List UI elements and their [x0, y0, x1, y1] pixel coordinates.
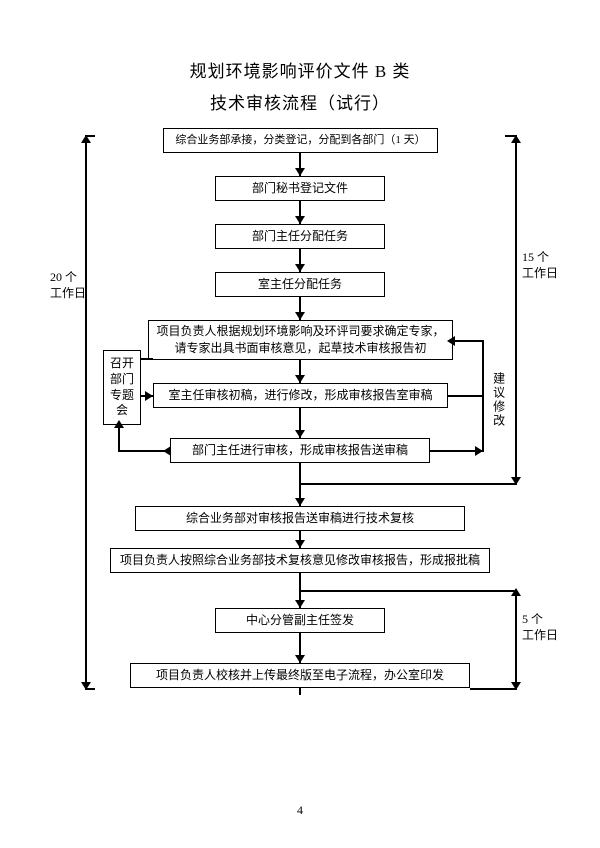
side-to-n5-line	[140, 358, 153, 360]
node-intake: 综合业务部承接，分类登记，分配到各部门（1 天）	[163, 128, 438, 153]
right-bracket-bottom-bot-connector	[470, 688, 507, 690]
right-feedback-label: 建议修改	[490, 372, 506, 433]
node-deputy-director-sign: 中心分管副主任签发	[215, 608, 385, 633]
right-bracket-mid-connector	[300, 483, 507, 485]
node-final-upload: 项目负责人校核并上传最终版至电子流程，办公室印发	[130, 663, 470, 688]
left-bracket-line	[85, 135, 87, 690]
right-loop-from-n5	[453, 340, 483, 342]
flowchart-page: 规划环境影响评价文件 B 类 技术审核流程（试行） 综合业务部承接，分类登记，分…	[0, 0, 600, 848]
arrow-10-11	[295, 655, 305, 663]
side-box-meeting-text: 召开部门专题会	[110, 356, 134, 418]
right-bracket-top-label: 15 个 工作日	[522, 250, 558, 281]
node-secretary-register: 部门秘书登记文件	[215, 176, 385, 201]
left-bracket-arrow-up	[81, 135, 91, 143]
right-loop-into-n5	[447, 336, 455, 346]
arrow-8-9	[295, 540, 305, 548]
arrow-2-3	[295, 216, 305, 224]
arrow-7-8	[295, 498, 305, 506]
node-dept-head-assign: 部门主任分配任务	[215, 224, 385, 249]
right-bracket-bottom-arrow-down	[511, 682, 521, 690]
right-bracket-top-arrow-up	[511, 135, 521, 143]
arrow-1-2	[295, 168, 305, 176]
right-bracket-bottom-arrow-up	[511, 588, 521, 596]
arrow-3-4	[295, 264, 305, 272]
arrow-4-5	[295, 312, 305, 320]
left-loop-vert	[118, 425, 120, 451]
node-section-head-review: 室主任审核初稿，进行修改，形成审核报告室审稿	[153, 383, 448, 408]
right-bracket-bottom-top-connector	[300, 590, 507, 592]
right-loop-vert	[482, 340, 484, 452]
arrow-5-6	[295, 375, 305, 383]
node-project-lead-draft: 项目负责人根据规划环境影响及环评司要求确定专家，请专家出具书面审核意见，起草技术…	[148, 320, 453, 360]
side-to-n6-arrow	[145, 391, 153, 401]
left-loop-arrow-up	[114, 420, 124, 428]
node-section-head-assign: 室主任分配任务	[215, 272, 385, 297]
page-number: 4	[0, 803, 600, 818]
node-dept-head-review: 部门主任进行审核，形成审核报告送审稿	[170, 438, 430, 463]
left-bracket-arrow-down	[81, 682, 91, 690]
arrow-9-10	[295, 600, 305, 608]
right-bracket-top-arrow-down	[511, 477, 521, 485]
right-bracket-top-line	[515, 135, 517, 485]
node-revise-approval-draft: 项目负责人按照综合业务部技术复核意见修改审核报告，形成报批稿	[110, 548, 490, 573]
right-loop-from-n6	[448, 395, 483, 397]
right-bracket-bottom-line	[515, 590, 517, 690]
page-title-line1: 规划环境影响评价文件 B 类	[0, 0, 600, 85]
page-title-line2: 技术审核流程（试行）	[0, 89, 600, 114]
left-bracket-label: 20 个 工作日	[50, 270, 86, 301]
arrow-6-7	[295, 430, 305, 438]
side-box-meeting: 召开部门专题会	[103, 350, 141, 425]
left-loop-arrow-into-n7	[163, 446, 171, 456]
node-technical-recheck: 综合业务部对审核报告送审稿进行技术复核	[135, 506, 465, 531]
right-bracket-bottom-label: 5 个 工作日	[522, 612, 558, 643]
